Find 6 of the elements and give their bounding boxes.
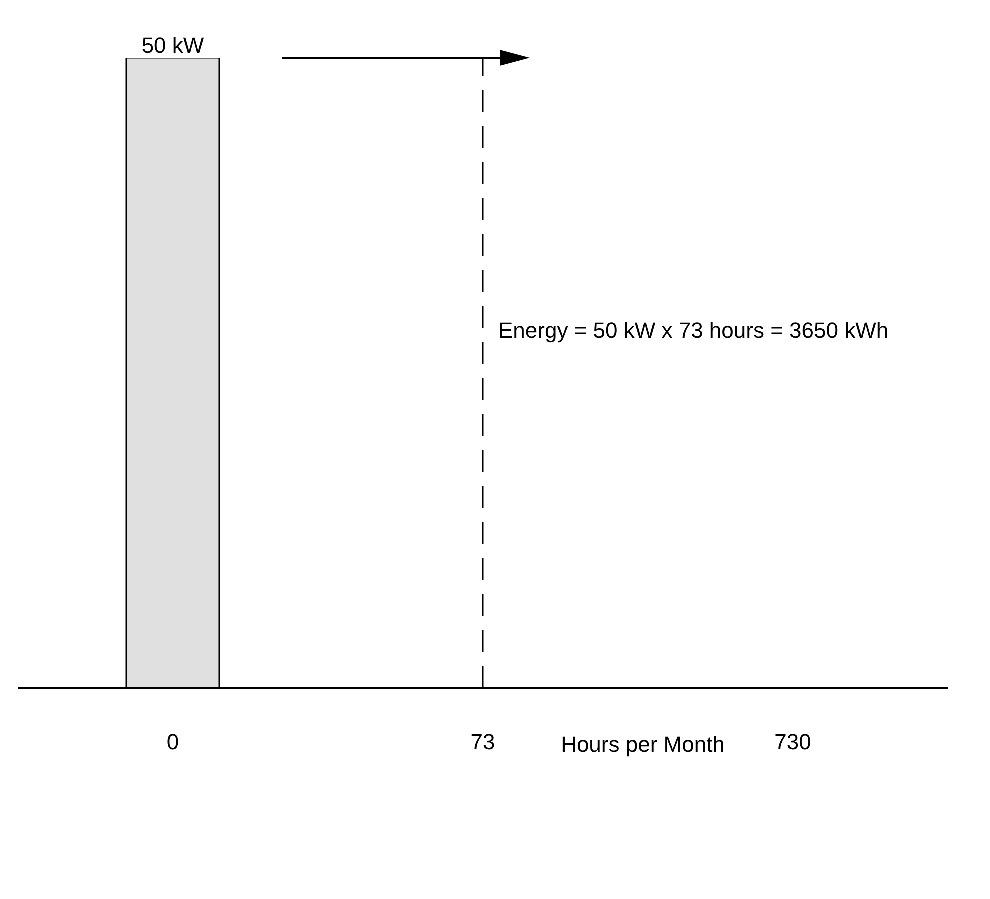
annotation: Energy = 50 kW x 73 hours = 3650 kWh xyxy=(498,318,889,344)
data-label: 50 kW xyxy=(142,33,204,58)
x-axis-title: Hours per Month xyxy=(561,732,725,757)
x-tick-label: 73 xyxy=(470,730,496,755)
x-tick-label: 730 xyxy=(774,730,812,755)
x-tick-label: 0 xyxy=(166,730,180,755)
